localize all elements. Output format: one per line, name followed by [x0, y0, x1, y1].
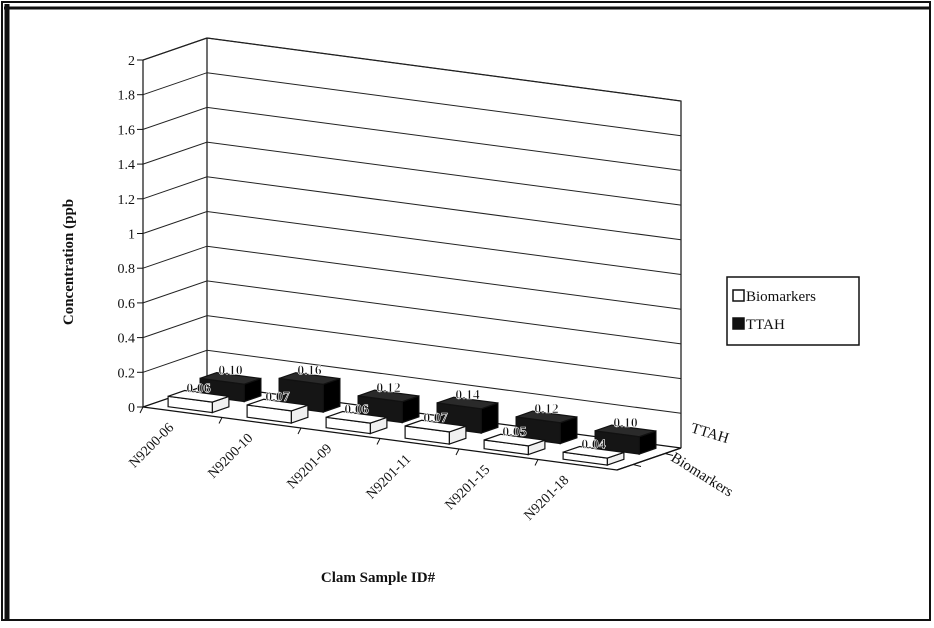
legend-box	[726, 276, 860, 346]
y-tick-label: 0.8	[118, 262, 136, 277]
ttah-bar-top	[357, 389, 420, 403]
x-axis-title: Clam Sample ID#	[321, 570, 436, 586]
x-tick-mark	[297, 427, 302, 435]
biomarkers-data-label: 0.07	[423, 411, 448, 426]
y-tick-label: 1.4	[118, 158, 136, 173]
biomarkers-bars: 0.06 0.07 0.06 0.07 0.05 0.04	[167, 381, 625, 466]
gridline	[142, 37, 682, 102]
x-tick-mark	[534, 459, 539, 466]
ttah-data-label: 0.16	[297, 363, 322, 378]
legend-swatch-ttah	[732, 317, 745, 330]
biomarkers-data-label: 0.07	[265, 390, 290, 405]
biomarkers-data-label: 0.06	[186, 381, 211, 396]
ttah-bar-top	[594, 424, 657, 438]
legend-label-biomarkers: Biomarkers	[746, 289, 816, 305]
x-tick-mark	[139, 406, 144, 414]
ttah-data-label: 0.14	[455, 388, 480, 403]
biomarkers-data-label: 0.06	[344, 402, 369, 417]
biomarkers-bar-top	[562, 445, 625, 459]
ttah-data-label: 0.12	[534, 402, 559, 417]
gridline	[142, 280, 682, 345]
gridline	[142, 106, 682, 171]
x-tick-mark	[455, 448, 460, 456]
gridlines	[142, 37, 682, 414]
y-tick-label: 1.8	[118, 89, 136, 104]
biomarkers-bar-top	[483, 433, 546, 447]
legend-label-ttah: TTAH	[746, 317, 785, 333]
ttah-data-label: 0.10	[613, 416, 638, 431]
biomarkers-bar-top	[325, 410, 388, 424]
x-tick-mark	[218, 417, 223, 424]
ttah-bar-top	[278, 372, 341, 385]
y-tick-label: 1.6	[118, 123, 136, 138]
depth-axis-line	[616, 447, 682, 471]
gridline	[142, 141, 682, 206]
gridline	[142, 72, 682, 137]
y-tick-label: 0.6	[118, 297, 136, 312]
depth-tick-mark	[632, 464, 642, 467]
y-tick-label: 1.2	[118, 193, 136, 208]
biomarkers-data-label: 0.05	[502, 425, 527, 440]
legend: Biomarkers TTAH	[726, 276, 860, 346]
ttah-data-label: 0.12	[376, 381, 401, 396]
y-tick-label: 0.2	[118, 366, 136, 381]
gridline	[142, 176, 682, 241]
y-axis-title: Concentration (ppb	[61, 199, 77, 325]
gridline	[142, 245, 682, 310]
ttah-bar-top	[515, 410, 578, 424]
legend-swatch-biomarkers	[732, 289, 745, 302]
ttah-data-label: 0.10	[218, 363, 243, 378]
y-tick-label: 1	[128, 228, 135, 243]
ttah-bar-top	[199, 371, 262, 385]
biomarkers-bar-top	[167, 389, 230, 403]
y-axis-ticks: 0 0.2 0.4 0.6 0.8 1 1.2 1.4 1.6 1.8 2	[118, 54, 143, 416]
ttah-bar-top	[436, 396, 499, 410]
x-tick-mark	[376, 438, 381, 445]
gridline	[142, 349, 682, 414]
y-tick-label: 2	[128, 54, 135, 69]
biomarkers-bar-top	[246, 398, 309, 412]
biomarkers-data-label: 0.04	[581, 437, 606, 452]
y-tick-label: 0.4	[118, 332, 136, 347]
gridline	[142, 210, 682, 275]
gridline	[142, 315, 682, 380]
depth-tick-mark	[664, 453, 674, 456]
biomarkers-bar-top	[404, 419, 467, 433]
y-tick-label: 0	[128, 401, 135, 416]
